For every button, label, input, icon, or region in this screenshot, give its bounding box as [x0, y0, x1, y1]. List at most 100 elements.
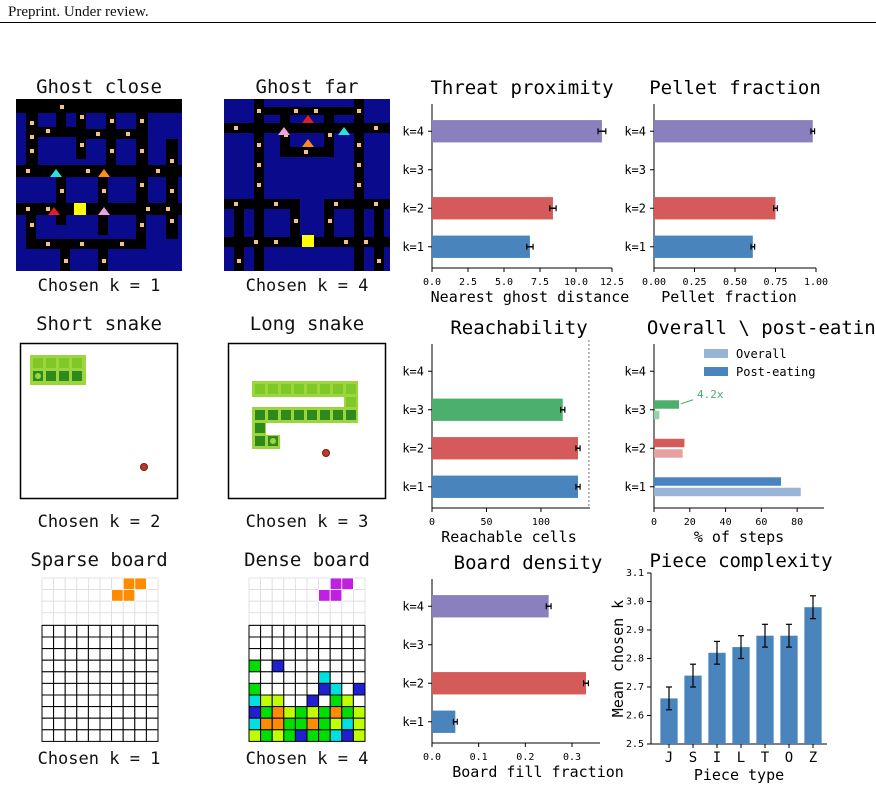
grid-cell [64, 589, 78, 602]
board-cell [318, 729, 331, 742]
category-label: k=1 [624, 480, 646, 494]
category-label: k=1 [402, 715, 424, 729]
board-cell [294, 706, 308, 719]
dense-board-caption: Chosen k = 4 [245, 749, 369, 769]
x-tick-label: 5.0 [495, 277, 513, 288]
board-cell [134, 624, 147, 638]
board-cell [111, 682, 124, 696]
grid-cell [318, 600, 331, 614]
board-cell [134, 671, 147, 684]
board-cell [145, 682, 159, 696]
board-cell [41, 682, 55, 696]
board-cell [122, 729, 136, 742]
x-axis-label: Pellet fraction [661, 288, 796, 306]
x-tick-label: 0.00 [642, 277, 666, 288]
x-axis-label: Piece type [694, 766, 784, 784]
board-cell [341, 682, 354, 696]
pacman-icon [302, 235, 314, 247]
x-tick-label: 0 [429, 517, 435, 528]
grid-cell [99, 600, 113, 614]
board-cell [248, 624, 262, 638]
board-cell [64, 694, 78, 708]
category-label: k=4 [624, 124, 646, 138]
y-tick-label: 2.8 [626, 654, 644, 665]
category-label: k=4 [624, 364, 646, 378]
board-cell [352, 706, 366, 719]
legend-label-post-eating: Post-eating [736, 365, 815, 379]
x-tick-label: T [761, 750, 770, 766]
board-cell [341, 624, 354, 638]
ghost-far-title: Ghost far [255, 76, 359, 98]
bar-k=4 [654, 120, 813, 143]
grid-cell [88, 577, 101, 591]
category-label: k=3 [624, 163, 646, 177]
category-label: k=3 [402, 163, 424, 177]
board-cell [283, 624, 296, 638]
active-piece-cell [329, 577, 343, 591]
bar-O [780, 635, 798, 744]
x-tick-label: 10.0 [564, 277, 588, 288]
bar-k=3 [432, 398, 563, 421]
long-snake-title: Long snake [249, 313, 365, 335]
x-tick-label: 40 [720, 517, 732, 528]
grid-cell [111, 600, 124, 614]
ghost-red-icon [48, 207, 60, 215]
grid-cell [146, 600, 159, 614]
board-cell [352, 694, 366, 708]
board-cell [318, 706, 331, 719]
category-label: k=2 [624, 441, 646, 455]
board-cell [134, 636, 147, 650]
board-cell [352, 729, 366, 742]
board-cell [352, 717, 366, 731]
piece-complexity-chart: Piece complexity 2.5 2.6 2.7 2.8 2.9 3.0 3.1 J S I… [609, 550, 833, 784]
board-cell [352, 671, 366, 684]
y-tick-label: 2.6 [626, 711, 644, 722]
bar-Z [804, 607, 822, 744]
pellet-fraction-chart: Pellet fraction k=1 k=2 k=3 k=4 0.00 0.25 0.50 0… [624, 77, 828, 306]
board-cell [271, 659, 285, 673]
grid-cell [341, 600, 354, 614]
board-cell [134, 729, 147, 742]
board-cell [76, 671, 89, 684]
bar-post-eating-k=1 [654, 477, 782, 486]
y-tick-label: 2.7 [626, 682, 644, 693]
board-cell [352, 624, 366, 638]
board-cell [87, 671, 101, 684]
board-cell [87, 624, 101, 638]
board-cell [283, 729, 296, 742]
board-cell [271, 706, 285, 719]
board-cell [318, 659, 331, 673]
board-cell [306, 671, 320, 684]
ghost-orange-icon [302, 139, 314, 147]
grid-cell [41, 577, 55, 591]
x-axis-label: Nearest ghost distance [431, 288, 630, 306]
board-cell [306, 706, 320, 719]
bar-k=2 [432, 672, 586, 695]
category-label: k=1 [624, 240, 646, 254]
board-cell [341, 694, 354, 708]
board-cell [122, 694, 136, 708]
board-cell [341, 671, 354, 684]
board-cell [271, 648, 285, 661]
board-cell [283, 659, 296, 673]
board-cell [122, 682, 136, 696]
grid-cell [283, 589, 296, 602]
bar-overall-k=2 [654, 449, 683, 458]
board-cell [76, 729, 89, 742]
chart-title: Board density [454, 552, 603, 574]
y-tick-label: 2.9 [626, 625, 644, 636]
chart-title: Piece complexity [649, 550, 832, 572]
grid-cell [41, 600, 55, 614]
short-snake-board [19, 342, 179, 500]
board-cell [99, 671, 113, 684]
grid-cell [248, 577, 262, 591]
board-cell [122, 659, 136, 673]
category-label: k=3 [402, 403, 424, 417]
grid-cell [41, 612, 55, 625]
bar-k=4 [432, 595, 549, 618]
x-tick-label: 0.25 [682, 277, 706, 288]
grid-cell [248, 612, 262, 625]
board-cell [341, 729, 354, 742]
grid-cell [329, 612, 343, 625]
board-cell [318, 717, 331, 731]
